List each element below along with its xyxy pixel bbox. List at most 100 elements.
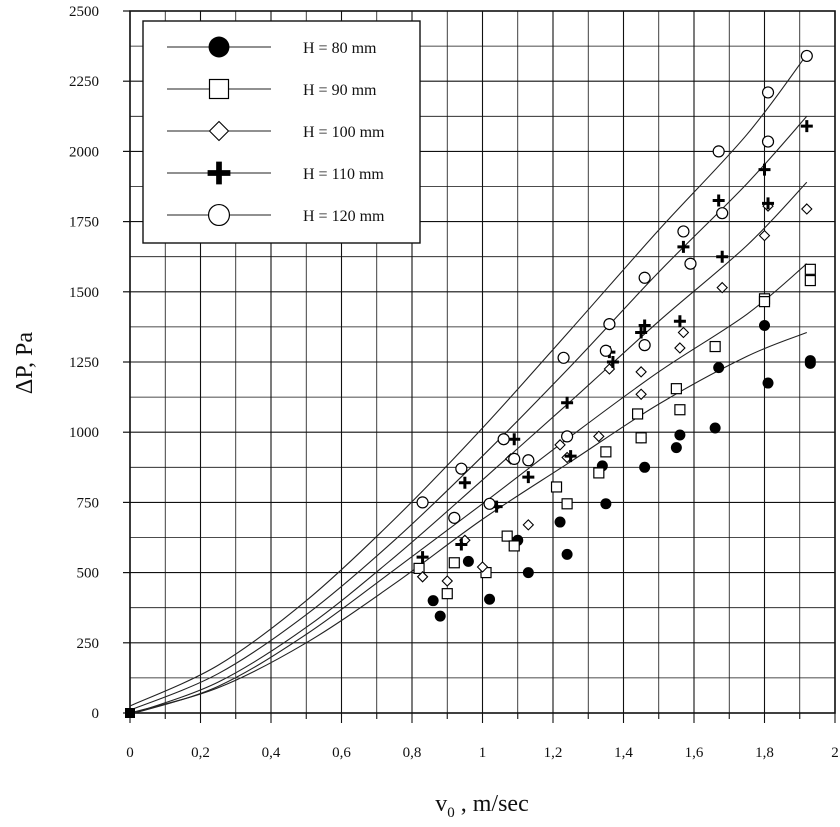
data-point (674, 404, 686, 416)
y-tick-label: 1500 (69, 285, 99, 301)
data-point (441, 588, 453, 600)
data-point (207, 203, 231, 227)
x-tick-label: 1,8 (755, 745, 774, 761)
data-point (709, 340, 721, 353)
data-point (638, 319, 651, 332)
fit-curve (129, 263, 808, 715)
data-point (635, 432, 647, 444)
data-point (761, 135, 775, 148)
data-point (207, 161, 231, 185)
data-point (501, 530, 513, 542)
data-point (709, 422, 721, 434)
data-point (554, 516, 566, 528)
data-point (606, 356, 619, 368)
data-point (522, 454, 535, 467)
data-point (497, 433, 510, 446)
data-point (800, 120, 813, 133)
data-point (455, 462, 468, 475)
data-point (416, 571, 429, 583)
data-point (801, 203, 813, 215)
data-point (508, 433, 521, 446)
origin-point (125, 708, 135, 718)
legend: H = 80 mm H = 90 mm H = 100 mm H = 110 mm H … (142, 20, 421, 244)
y-axis-label: ΔP, Pa (12, 332, 38, 394)
data-point (455, 538, 468, 551)
data-point (522, 471, 535, 484)
data-point (758, 229, 771, 242)
y-tick-label: 500 (77, 566, 100, 582)
data-point (716, 281, 728, 294)
data-point (208, 78, 230, 100)
fit-curve (129, 115, 808, 711)
data-point (600, 446, 612, 458)
data-point (677, 240, 690, 253)
y-tick-label: 1000 (69, 425, 99, 441)
data-point (561, 548, 573, 560)
data-point (508, 540, 520, 552)
data-point (561, 396, 574, 409)
data-point (557, 351, 570, 364)
x-tick-label: 0,8 (403, 745, 422, 761)
data-point (441, 575, 454, 587)
data-point (631, 408, 644, 420)
data-point (674, 429, 686, 441)
data-point (413, 562, 425, 574)
data-point (635, 366, 647, 378)
data-point (670, 383, 682, 395)
data-point (712, 194, 725, 207)
data-point (677, 225, 690, 238)
data-point (208, 36, 230, 58)
data-point (673, 315, 686, 328)
data-point (554, 439, 566, 451)
legend-label: H = 100 mm (303, 124, 385, 141)
data-point (670, 442, 682, 454)
data-point (635, 326, 648, 339)
data-point (677, 326, 690, 339)
data-point (434, 610, 446, 622)
data-point (716, 207, 729, 220)
data-point (550, 481, 563, 493)
legend-label: H = 110 mm (303, 166, 384, 183)
y-axis-ticks: 0 250 500 750 1000 1250 1500 1750 2000 2250 2500 (69, 4, 130, 722)
data-point (712, 145, 725, 158)
data-point (635, 388, 647, 401)
x-tick-label: 0,6 (332, 745, 351, 761)
legend-label: H = 90 mm (303, 82, 377, 99)
data-point (593, 430, 605, 443)
x-tick-label: 2 (831, 745, 839, 761)
y-tick-label: 1250 (69, 355, 99, 371)
y-tick-label: 250 (77, 636, 100, 652)
legend-box (142, 20, 421, 244)
data-point (508, 452, 521, 465)
x-tick-label: 0,2 (191, 745, 210, 761)
x-tick-label: 1 (479, 745, 487, 761)
data-point (416, 551, 429, 564)
x-axis-label-symbol: v (435, 791, 447, 817)
data-point (462, 555, 474, 567)
x-axis-label: v0 , m/sec (435, 791, 528, 821)
y-tick-label: 0 (92, 706, 100, 722)
x-tick-label: 0 (126, 745, 134, 761)
data-point (639, 461, 651, 473)
data-point (522, 567, 534, 579)
data-point (804, 263, 816, 275)
data-point (416, 496, 429, 509)
legend-label: H = 120 mm (303, 208, 385, 225)
data-point (522, 519, 535, 531)
data-point (448, 557, 460, 569)
x-tick-label: 0,4 (262, 745, 281, 761)
data-point (427, 595, 439, 607)
data-point (458, 476, 471, 489)
data-point (638, 339, 651, 352)
x-tick-label: 1,2 (544, 745, 563, 761)
x-axis-label-subscript: 0 (447, 805, 455, 821)
data-point (476, 561, 489, 573)
data-point (448, 511, 461, 524)
data-point (716, 250, 729, 263)
data-point (758, 296, 771, 308)
y-tick-label: 2250 (69, 74, 99, 90)
data-point (638, 271, 651, 284)
data-point (804, 357, 816, 369)
data-point (564, 450, 577, 463)
